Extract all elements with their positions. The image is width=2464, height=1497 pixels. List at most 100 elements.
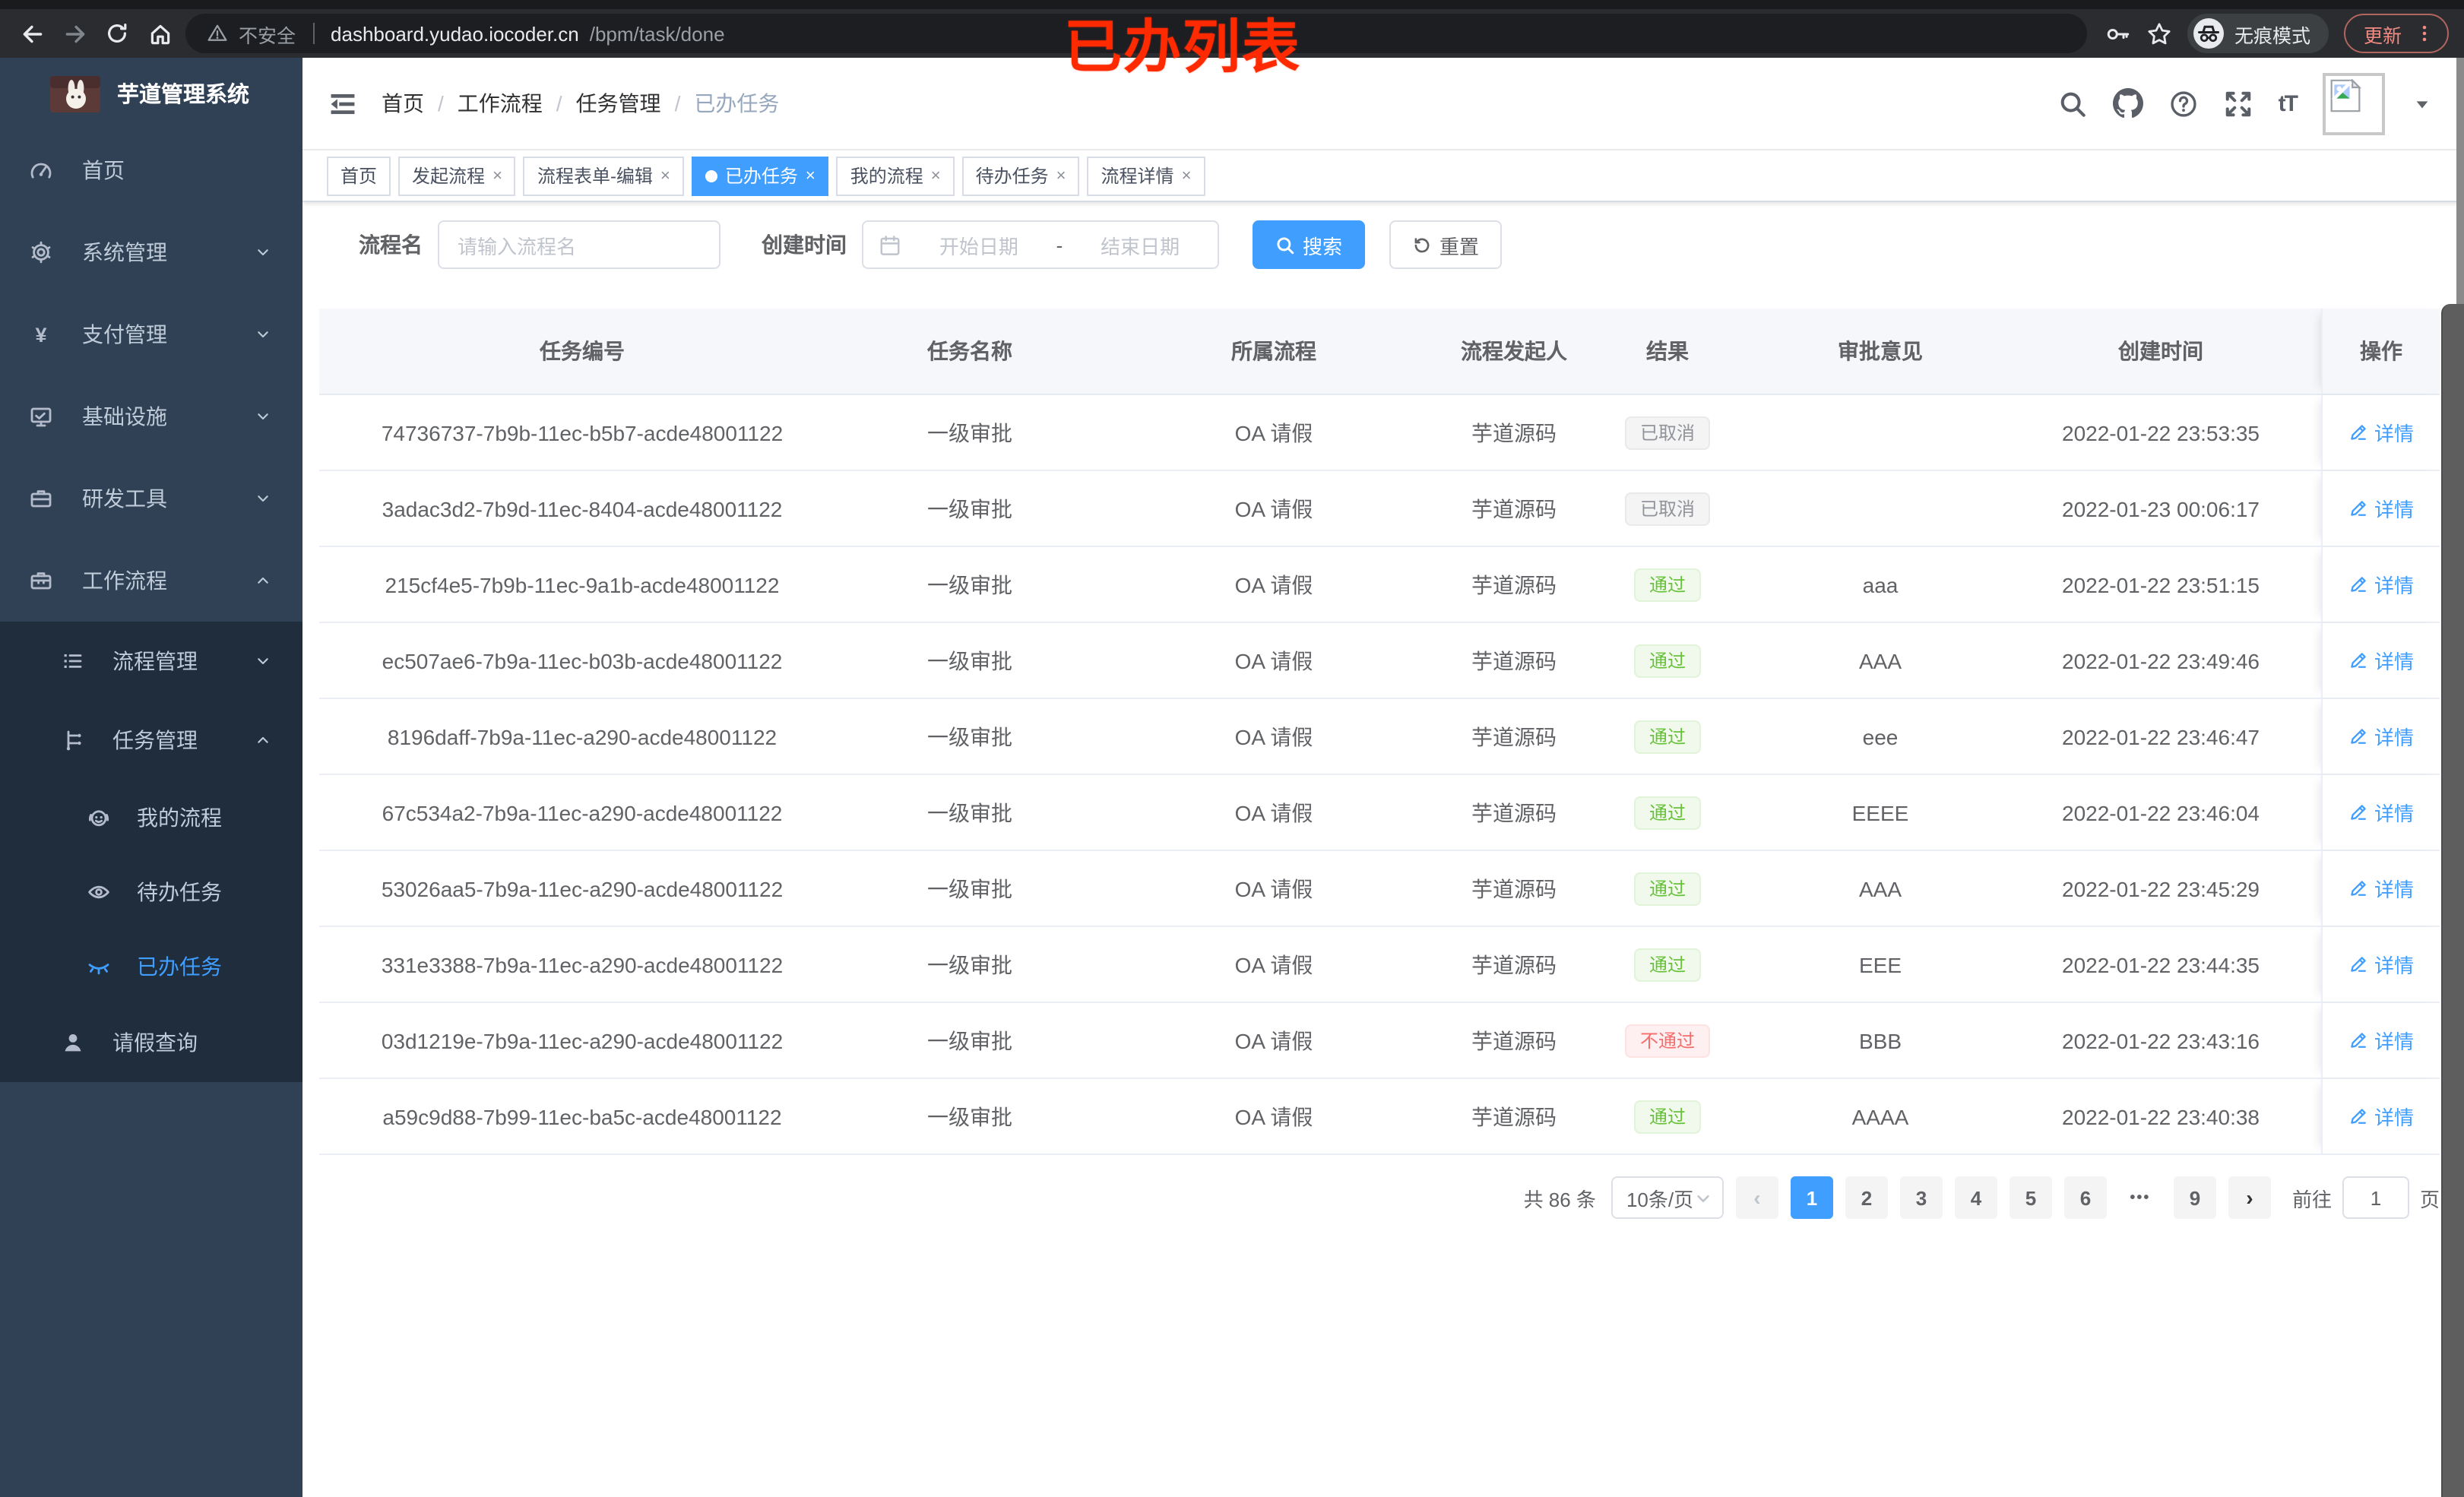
incognito-badge[interactable]: 无痕模式 <box>2187 14 2329 53</box>
close-icon[interactable]: × <box>492 166 502 185</box>
reset-button[interactable]: 重置 <box>1389 220 1503 269</box>
tab-2[interactable]: 流程表单-编辑 × <box>523 156 684 195</box>
page-size-select[interactable]: 10条/页 <box>1610 1176 1724 1219</box>
page-ellipsis[interactable]: ••• <box>2130 1189 2151 1206</box>
page-button-2[interactable]: 2 <box>1845 1176 1888 1219</box>
sidebar-item-6[interactable]: 流程管理 <box>0 622 302 701</box>
sidebar-item-5[interactable]: 工作流程 <box>0 540 302 622</box>
starter-cell: 芋道源码 <box>1471 1104 1557 1128</box>
goto-label: 前往 <box>2291 1188 2332 1211</box>
task-id-cell: 67c534a2-7b9a-11ec-a290-acde48001122 <box>382 800 783 824</box>
process-name-input[interactable]: 请输入流程名 <box>438 220 721 269</box>
sidebar: 芋道管理系统 首页 系统管理 ¥ 支付管理 基础设施 研发工具 工作流程 流程管理 任务管理 我的… <box>0 58 302 1497</box>
detail-label: 详情 <box>2374 498 2414 521</box>
detail-label: 详情 <box>2374 802 2414 825</box>
sidebar-logo[interactable]: 芋道管理系统 <box>0 58 302 129</box>
tab-5[interactable]: 待办任务 × <box>961 156 1080 195</box>
window-scrollbar-thumb[interactable] <box>2441 304 2464 1497</box>
password-key-icon[interactable] <box>2105 21 2131 46</box>
task-id-cell: 3adac3d2-7b9d-11ec-8404-acde48001122 <box>382 496 783 521</box>
detail-link[interactable]: 详情 <box>2348 1102 2414 1131</box>
action-cell: 详情 <box>2321 623 2440 698</box>
sidebar-item-2[interactable]: ¥ 支付管理 <box>0 293 302 375</box>
breadcrumb-item-1[interactable]: 工作流程 <box>457 91 543 116</box>
detail-link[interactable]: 详情 <box>2348 874 2414 903</box>
url-bar[interactable]: 不安全 dashboard.yudao.iocoder.cn/bpm/task/… <box>185 14 2087 53</box>
date-range-input[interactable]: 开始日期 - 结束日期 <box>862 220 1219 269</box>
tab-6[interactable]: 流程详情 × <box>1087 156 1205 195</box>
sidebar-item-1[interactable]: 系统管理 <box>0 211 302 293</box>
edit-pen-icon <box>2348 954 2368 974</box>
close-icon[interactable]: × <box>660 166 670 185</box>
font-size-icon[interactable]: tT <box>2278 90 2298 116</box>
detail-link[interactable]: 详情 <box>2348 570 2414 599</box>
avatar[interactable] <box>2323 72 2385 135</box>
bookmark-star-icon[interactable] <box>2146 21 2172 46</box>
sidebar-item-0[interactable]: 首页 <box>0 129 302 211</box>
chevron-down-icon <box>254 325 272 343</box>
prev-page-button[interactable]: ‹ <box>1735 1176 1778 1219</box>
search-button-label: 搜索 <box>1303 235 1343 258</box>
detail-link[interactable]: 详情 <box>2348 418 2414 447</box>
tab-1[interactable]: 发起流程 × <box>398 156 516 195</box>
reload-icon[interactable] <box>100 17 134 50</box>
breadcrumb-item-2[interactable]: 任务管理 <box>575 91 661 116</box>
sidebar-item-11[interactable]: 请假查询 <box>0 1003 302 1082</box>
avatar-caret-icon[interactable] <box>2414 95 2431 112</box>
detail-link[interactable]: 详情 <box>2348 494 2414 523</box>
fullscreen-icon[interactable] <box>2224 89 2253 118</box>
breadcrumb-item-0[interactable]: 首页 <box>382 91 424 116</box>
sidebar-item-7[interactable]: 任务管理 <box>0 701 302 780</box>
sidebar-item-10[interactable]: 已办任务 <box>0 929 302 1003</box>
result-cell: 通过 <box>1575 699 1760 774</box>
detail-link[interactable]: 详情 <box>2348 646 2414 675</box>
header-actions: tT <box>2058 72 2431 135</box>
created-time-cell: 2022-01-22 23:46:47 <box>2062 724 2260 748</box>
home-icon[interactable] <box>143 17 176 50</box>
detail-label: 详情 <box>2374 423 2414 445</box>
help-icon[interactable] <box>2169 89 2198 118</box>
url-divider <box>312 23 315 44</box>
task-id-cell: 53026aa5-7b9a-11ec-a290-acde48001122 <box>381 876 784 900</box>
starter-cell: 芋道源码 <box>1471 496 1557 521</box>
close-icon[interactable]: × <box>805 166 816 185</box>
close-icon[interactable]: × <box>930 166 941 185</box>
detail-link[interactable]: 详情 <box>2348 1026 2414 1055</box>
detail-link[interactable]: 详情 <box>2348 950 2414 979</box>
forward-icon[interactable] <box>58 17 91 50</box>
sidebar-fold-icon[interactable] <box>328 89 357 118</box>
next-page-button[interactable]: › <box>2228 1176 2271 1219</box>
task-name-cell: 一级审批 <box>927 1104 1012 1128</box>
back-icon[interactable] <box>15 17 49 50</box>
tab-3[interactable]: 已办任务 × <box>691 156 829 195</box>
sidebar-item-4[interactable]: 研发工具 <box>0 457 302 540</box>
page-button-3[interactable]: 3 <box>1899 1176 1943 1219</box>
search-icon[interactable] <box>2058 89 2087 118</box>
main-area: 首页 / 工作流程 / 任务管理 / 已办任务 tT <box>302 58 2464 1497</box>
sidebar-item-3[interactable]: 基础设施 <box>0 375 302 457</box>
task-id-cell: 03d1219e-7b9a-11ec-a290-acde48001122 <box>381 1028 784 1052</box>
close-icon[interactable]: × <box>1056 166 1066 185</box>
tab-0[interactable]: 首页 <box>327 156 391 195</box>
detail-link[interactable]: 详情 <box>2348 798 2414 827</box>
tab-4[interactable]: 我的流程 × <box>836 156 955 195</box>
search-button[interactable]: 搜索 <box>1253 220 1366 269</box>
page-button-5[interactable]: 5 <box>2009 1176 2052 1219</box>
page-button-6[interactable]: 6 <box>2063 1176 2107 1219</box>
sidebar-item-8[interactable]: 我的流程 <box>0 780 302 854</box>
page-button-4[interactable]: 4 <box>1954 1176 1997 1219</box>
goto-page-input[interactable] <box>2342 1176 2409 1219</box>
chrome-actions: 无痕模式 更新 <box>2105 14 2449 53</box>
tab-label: 流程表单-编辑 <box>537 166 653 187</box>
page-button-9[interactable]: 9 <box>2173 1176 2216 1219</box>
page-button-1[interactable]: 1 <box>1790 1176 1833 1219</box>
chevron-down-icon <box>254 489 272 508</box>
close-icon[interactable]: × <box>1181 166 1192 185</box>
process-name-placeholder: 请输入流程名 <box>458 235 577 258</box>
detail-link[interactable]: 详情 <box>2348 722 2414 751</box>
github-icon[interactable] <box>2112 88 2143 119</box>
more-vert-icon[interactable] <box>2414 23 2435 44</box>
update-button[interactable]: 更新 <box>2343 14 2449 53</box>
chevron-down-icon <box>1695 1189 1712 1206</box>
sidebar-item-9[interactable]: 待办任务 <box>0 854 302 929</box>
